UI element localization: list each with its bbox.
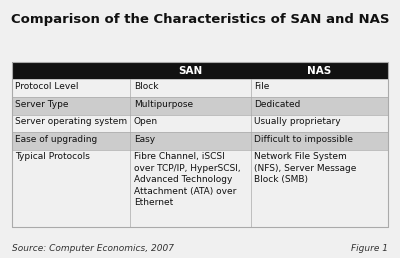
Text: Ease of upgrading: Ease of upgrading — [15, 135, 98, 144]
Text: Comparison of the Characteristics of SAN and NAS: Comparison of the Characteristics of SAN… — [11, 13, 389, 26]
Text: Usually proprietary: Usually proprietary — [254, 117, 340, 126]
Text: Block: Block — [134, 82, 158, 91]
Text: Protocol Level: Protocol Level — [15, 82, 79, 91]
Text: NAS: NAS — [307, 66, 332, 76]
Text: Network File System
(NFS), Server Message
Block (SMB): Network File System (NFS), Server Messag… — [254, 152, 356, 184]
Text: Server operating system: Server operating system — [15, 117, 127, 126]
Text: Dedicated: Dedicated — [254, 100, 300, 109]
Text: Figure 1: Figure 1 — [351, 244, 388, 253]
Bar — [12, 62, 388, 227]
Text: Source: Computer Economics, 2007: Source: Computer Economics, 2007 — [12, 244, 174, 253]
Text: Multipurpose: Multipurpose — [134, 100, 193, 109]
Text: Fibre Channel, iSCSI
over TCP/IP, HyperSCSI,
Advanced Technology
Attachment (ATA: Fibre Channel, iSCSI over TCP/IP, HyperS… — [134, 152, 240, 207]
Text: Easy: Easy — [134, 135, 155, 144]
Text: File: File — [254, 82, 269, 91]
Bar — [12, 79, 388, 97]
Text: Open: Open — [134, 117, 158, 126]
Bar — [12, 115, 388, 132]
Text: Server Type: Server Type — [15, 100, 69, 109]
Bar — [12, 62, 388, 79]
Bar — [12, 132, 388, 150]
Text: SAN: SAN — [178, 66, 203, 76]
Text: Typical Protocols: Typical Protocols — [15, 152, 90, 161]
Text: Difficult to impossible: Difficult to impossible — [254, 135, 353, 144]
Bar — [12, 97, 388, 115]
Bar — [12, 150, 388, 227]
